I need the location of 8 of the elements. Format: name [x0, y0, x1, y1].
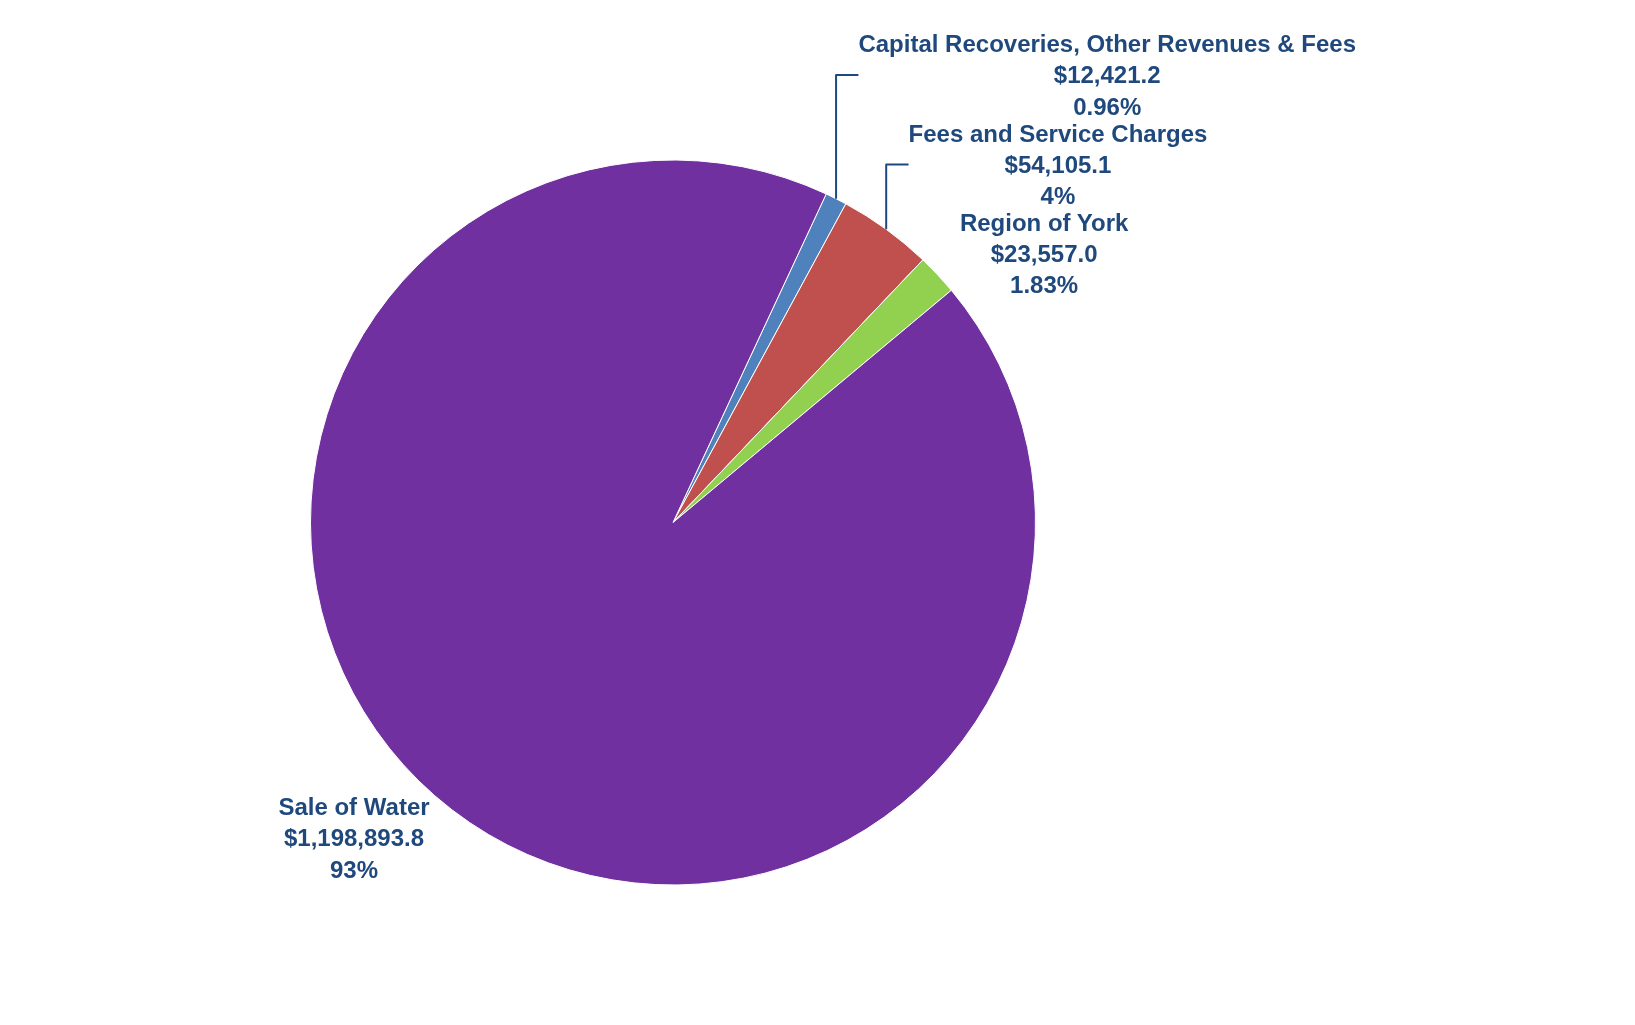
data-label: $54,105.1 4%	[1004, 150, 1112, 210]
data-label: $23,557.0 1.83%	[990, 240, 1098, 299]
slice-label: Fees and Service Charges	[908, 119, 1208, 147]
slice-label: Sale of Water	[278, 793, 430, 821]
data-label: $12,421.2 0.96%	[1053, 61, 1161, 120]
slice-label: Capital Recoveries, Other Revenues & Fees	[858, 30, 1356, 58]
slice-label: Region of York	[959, 209, 1130, 237]
data-label: $1,198,893.8 93%	[283, 824, 425, 883]
